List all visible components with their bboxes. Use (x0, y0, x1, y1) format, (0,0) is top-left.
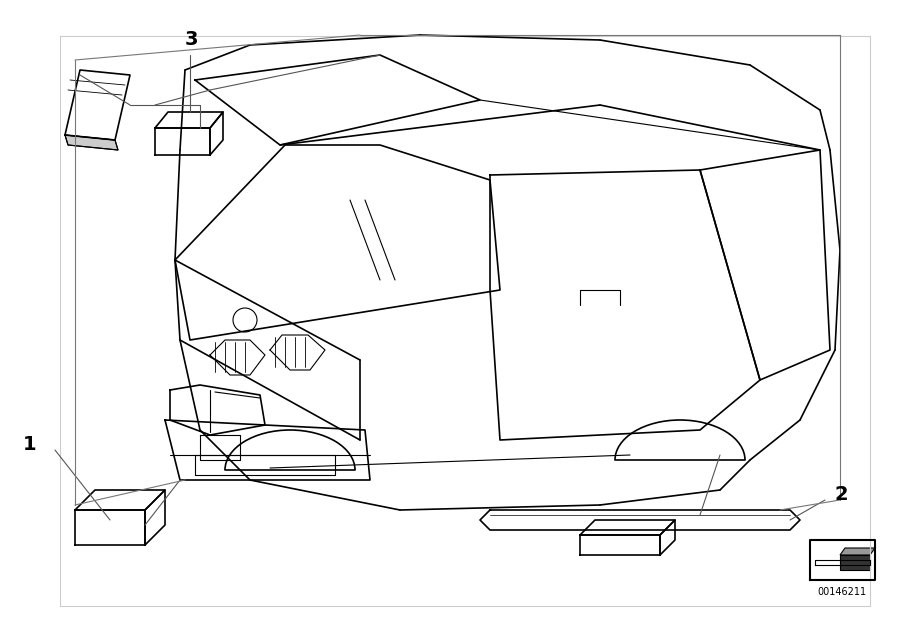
Polygon shape (65, 135, 118, 150)
Text: 3: 3 (185, 30, 199, 49)
Polygon shape (840, 555, 870, 570)
Text: 00146211: 00146211 (817, 587, 867, 597)
Text: 1: 1 (23, 435, 37, 454)
Polygon shape (840, 548, 875, 555)
Text: 2: 2 (835, 485, 849, 504)
